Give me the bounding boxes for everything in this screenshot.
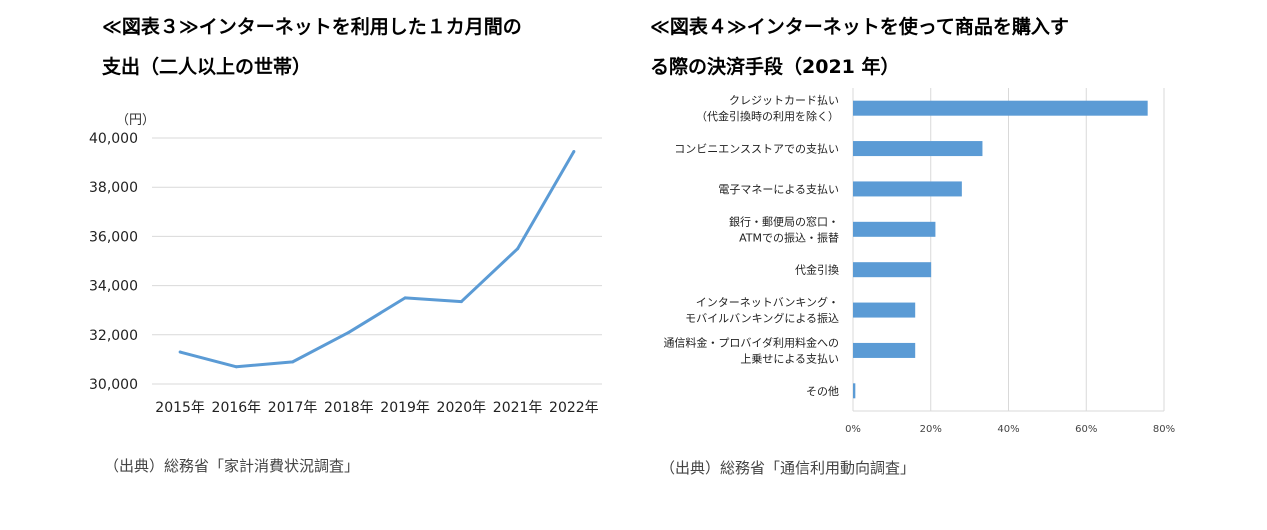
- data-point: [178, 350, 182, 354]
- right-chart-title-line1: ≪図表４≫インターネットを使って商品を購入す: [650, 16, 1069, 38]
- y-tick-label: 38,000: [89, 180, 138, 196]
- x-tick-label: 2016年: [212, 400, 262, 416]
- right-chart-title-line2: る際の決済手段（2021 年）: [650, 56, 900, 78]
- x-tick-label: 2019年: [380, 400, 430, 416]
- y-tick-label: 40,000: [89, 131, 138, 147]
- category-label: ATMでの振込・振替: [739, 230, 839, 244]
- line-chart: （円） 30,000 32,000 34,000 36,000 38,000 40,000 2…: [89, 113, 602, 416]
- right-chart-panel: ≪図表４≫インターネットを使って商品を購入す る際の決済手段（2021 年） 0…: [640, 0, 1267, 510]
- data-point: [347, 330, 351, 334]
- category-label: 銀行・郵便局の窓口・: [729, 214, 839, 228]
- data-point: [291, 360, 295, 364]
- y-tick-label: 36,000: [89, 229, 138, 245]
- bar: [853, 100, 1148, 116]
- bar: [853, 342, 916, 358]
- x-tick-label: 2018年: [324, 400, 374, 416]
- x-tick-label: 2015年: [155, 400, 205, 416]
- category-label: （代金引換時の利用を除く）: [696, 109, 839, 123]
- x-tick-label: 20%: [920, 424, 942, 435]
- data-point: [403, 296, 407, 300]
- x-tick-label: 2020年: [437, 400, 487, 416]
- bar: [853, 181, 962, 197]
- x-tick-label: 60%: [1075, 424, 1097, 435]
- y-unit-label: （円）: [116, 113, 155, 128]
- left-chart-panel: ≪図表３≫インターネットを利用した１カ月間の 支出（二人以上の世帯） （円） 30…: [0, 0, 630, 510]
- category-label: モバイルバンキングによる振込: [685, 311, 839, 325]
- y-tick-label: 34,000: [89, 279, 138, 295]
- bar: [853, 262, 932, 278]
- x-tick-label: 80%: [1153, 424, 1175, 435]
- x-tick-label: 2022年: [549, 400, 599, 416]
- left-chart-title-line1: ≪図表３≫インターネットを利用した１カ月間の: [102, 16, 522, 38]
- y-tick-label: 32,000: [89, 328, 138, 344]
- bar: [853, 141, 983, 157]
- x-tick-label: 40%: [997, 424, 1019, 435]
- category-label: クレジットカード払い: [729, 93, 839, 107]
- category-label: インターネットバンキング・: [696, 295, 839, 309]
- bar: [853, 383, 856, 399]
- left-chart-title-line2: 支出（二人以上の世帯）: [102, 56, 312, 78]
- data-point: [516, 247, 520, 251]
- x-tick-label: 0%: [845, 424, 861, 435]
- data-point: [572, 150, 576, 154]
- x-tick-label: 2021年: [493, 400, 543, 416]
- category-label: 上乗せによる支払い: [740, 351, 839, 365]
- right-chart-source: （出典）総務省「通信利用動向調査」: [660, 459, 916, 477]
- bar: [853, 221, 936, 237]
- category-label: 電子マネーによる支払い: [718, 182, 839, 196]
- y-tick-label: 30,000: [89, 377, 138, 393]
- data-point: [234, 365, 238, 369]
- bar: [853, 302, 916, 318]
- bar-chart: 0% 20% 40% 60% 80% クレジットカード払い （代金引換時の利用を除く） コンビ…: [663, 88, 1175, 435]
- category-label: 代金引換: [795, 263, 839, 277]
- category-label: その他: [806, 385, 839, 398]
- series-line: [179, 150, 576, 369]
- category-label: コンビニエンスストアでの支払い: [674, 142, 839, 156]
- x-tick-label: 2017年: [268, 400, 318, 416]
- category-label: 通信料金・プロバイダ利用料金への: [663, 335, 839, 349]
- left-chart-source: （出典）総務省「家計消費状況調査」: [104, 457, 360, 475]
- data-point: [459, 300, 463, 304]
